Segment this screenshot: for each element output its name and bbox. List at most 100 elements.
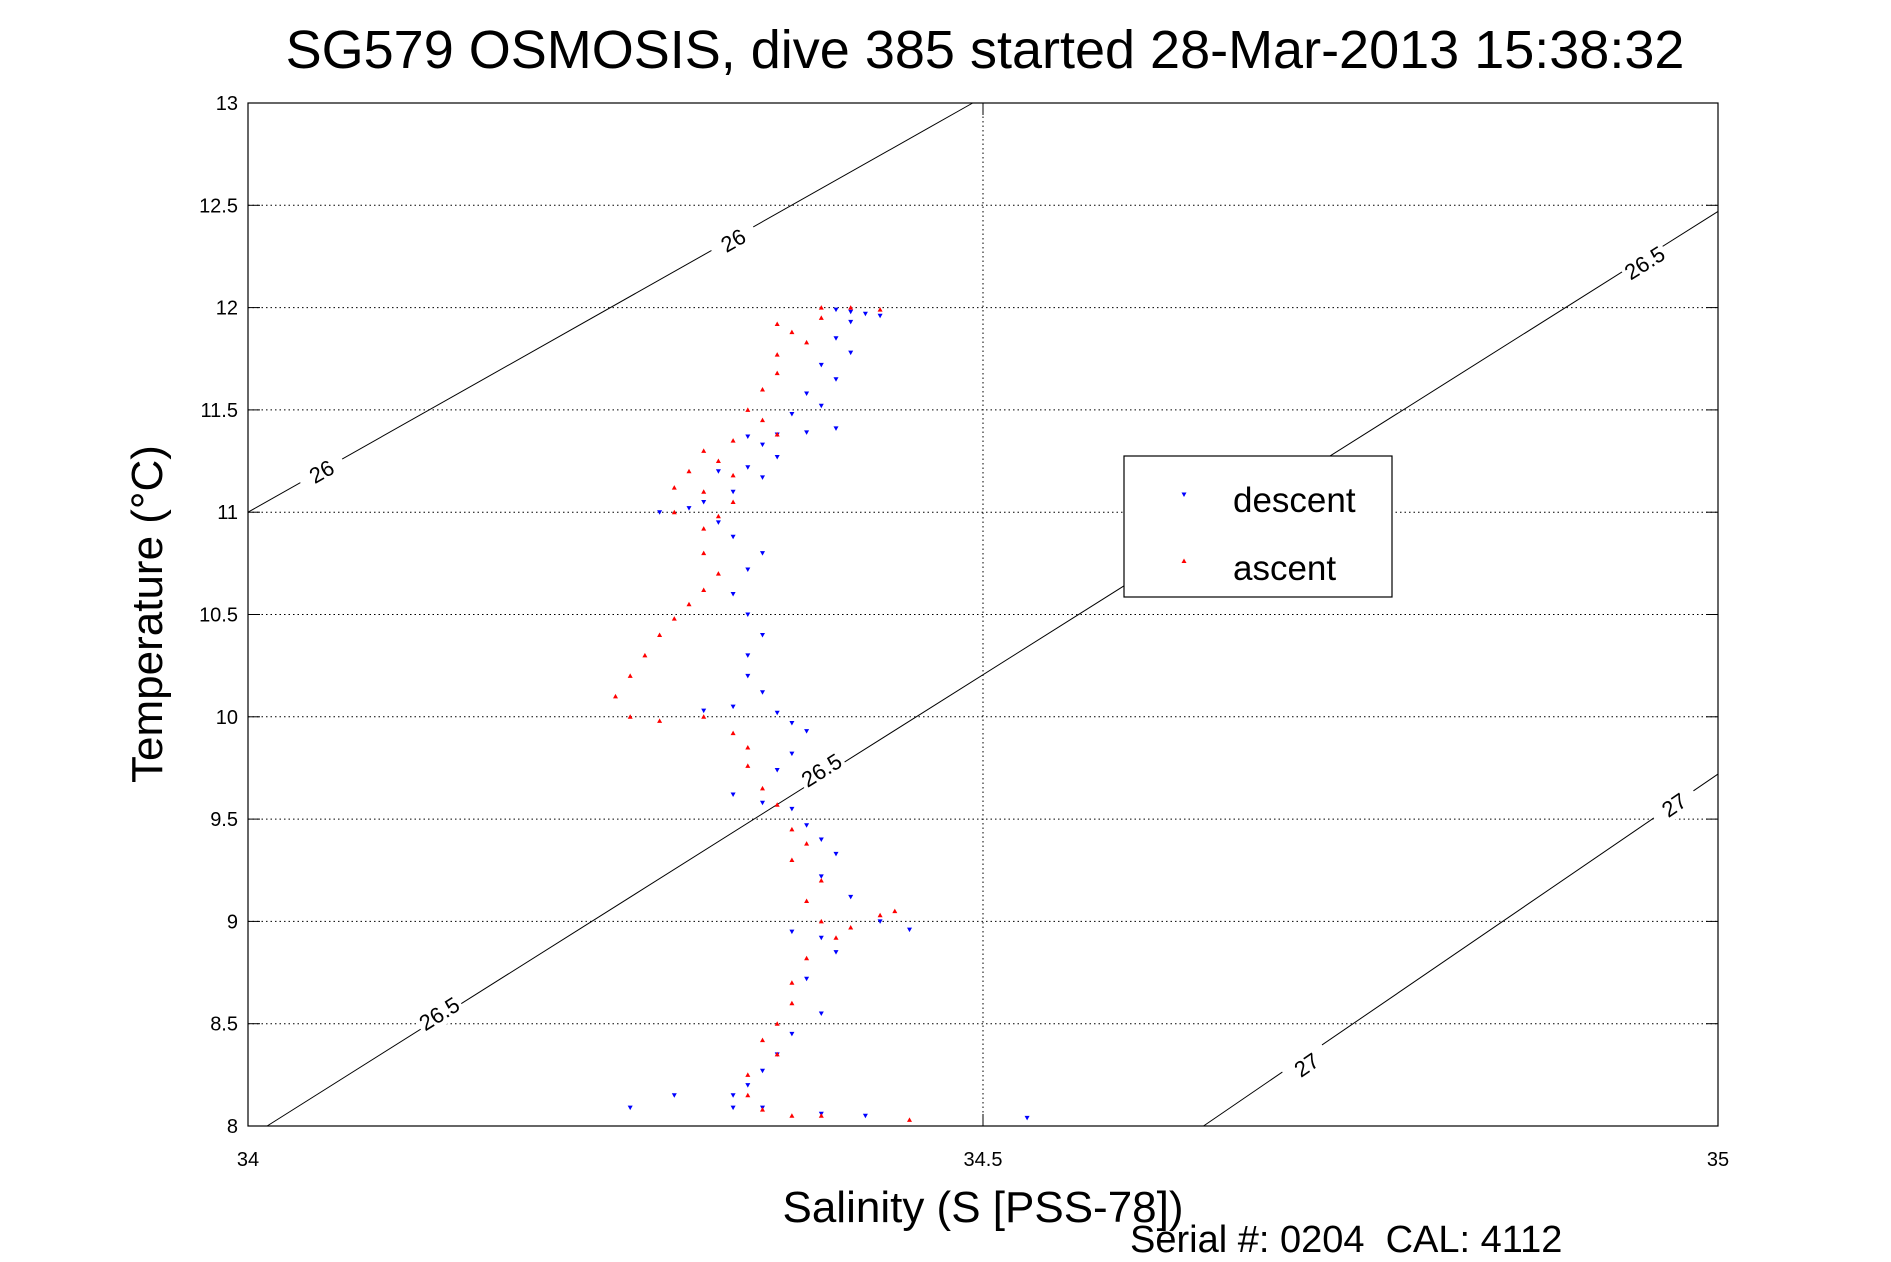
- ascent-point: [730, 730, 736, 736]
- ascent-point: [818, 918, 824, 924]
- descent-point: [848, 309, 854, 315]
- descent-point: [833, 426, 839, 431]
- ascent-point: [745, 1072, 751, 1077]
- ascent-point: [848, 305, 854, 310]
- ascent-point: [730, 472, 736, 478]
- ascent-point: [877, 307, 883, 312]
- descent-point: [745, 1083, 751, 1088]
- ascent-point: [760, 386, 765, 392]
- descent-point: [804, 976, 810, 982]
- descent-point: [745, 465, 751, 470]
- ascent-point: [701, 526, 707, 531]
- ascent-point: [804, 898, 810, 903]
- y-tick-label: 8: [227, 1116, 238, 1138]
- y-tick-label: 12.5: [199, 195, 238, 217]
- descent-point: [760, 475, 765, 480]
- descent-point: [804, 391, 810, 397]
- descent-point: [833, 851, 839, 857]
- descent-point: [789, 411, 795, 417]
- ascent-point: [774, 352, 780, 357]
- ascent-point: [745, 763, 751, 768]
- descent-point: [789, 751, 795, 757]
- legend-ascent-marker: [1181, 558, 1187, 563]
- ascent-point: [774, 1051, 780, 1057]
- descent-point: [877, 919, 883, 924]
- descent-point: [760, 1068, 765, 1074]
- ascent-point: [774, 431, 780, 437]
- legend-ascent-label: ascent: [1233, 549, 1336, 588]
- ascent-point: [774, 802, 780, 807]
- descent-point: [789, 806, 795, 812]
- axis-ticks: [247, 102, 1719, 1127]
- ascent-point: [774, 370, 780, 376]
- ascent-point: [877, 912, 883, 918]
- ascent-point: [774, 1021, 780, 1026]
- ascent-point: [627, 714, 633, 719]
- ascent-point: [804, 955, 810, 961]
- descent-point: [730, 1105, 736, 1111]
- ascent-point: [760, 1107, 765, 1112]
- descent-point: [730, 1093, 736, 1098]
- y-tick-label: 12: [216, 298, 238, 320]
- legend-descent-label: descent: [1233, 481, 1356, 520]
- descent-point: [774, 767, 780, 773]
- chart-title: SG579 OSMOSIS, dive 385 started 28-Mar-2…: [286, 20, 1685, 80]
- descent-point: [833, 377, 839, 382]
- descent-point: [818, 837, 824, 843]
- ascent-point: [789, 1000, 795, 1006]
- descent-point: [730, 592, 736, 597]
- ascent-point: [789, 980, 795, 985]
- descent-point: [745, 612, 751, 617]
- descent-point: [760, 551, 765, 556]
- data-points: [613, 305, 1030, 1122]
- density-contour-label-gap: [705, 216, 761, 264]
- y-tick-label: 13: [216, 93, 238, 115]
- ascent-point: [760, 1037, 765, 1043]
- descent-point: [818, 935, 824, 941]
- descent-point: [745, 567, 751, 572]
- ascent-point: [701, 489, 707, 494]
- descent-point: [818, 362, 824, 368]
- x-tick-label: 34: [237, 1149, 259, 1171]
- density-contour-label-gap: [1279, 1040, 1334, 1089]
- descent-point: [848, 894, 854, 900]
- ascent-point: [701, 448, 707, 453]
- descent-point: [804, 823, 810, 828]
- y-tick-label: 9.5: [210, 809, 238, 831]
- ascent-point: [715, 513, 721, 519]
- density-contour-label-gap: [794, 746, 849, 794]
- descent-point: [730, 534, 736, 540]
- y-tick-label: 10: [216, 707, 238, 729]
- ascent-point: [701, 550, 707, 556]
- descent-point: [760, 632, 765, 638]
- descent-point: [877, 313, 883, 319]
- y-tick-label: 8.5: [210, 1014, 238, 1036]
- descent-point: [862, 311, 868, 317]
- grid-lines: [248, 103, 1718, 1126]
- descent-point: [730, 489, 736, 495]
- descent-point: [818, 874, 824, 879]
- ascent-point: [642, 652, 648, 658]
- descent-point: [730, 704, 736, 710]
- ascent-point: [671, 509, 677, 515]
- ascent-point: [818, 1113, 824, 1118]
- descent-point: [907, 927, 912, 933]
- ascent-point: [657, 718, 663, 723]
- descent-point: [848, 350, 854, 356]
- ascent-point: [730, 438, 736, 443]
- ascent-point: [730, 499, 736, 504]
- descent-point: [730, 792, 736, 798]
- descent-point: [862, 1113, 868, 1119]
- descent-point: [789, 1031, 795, 1037]
- descent-point: [789, 720, 795, 726]
- descent-point: [701, 499, 707, 505]
- y-tick-labels: 8 8.5 9 9.5 10 10.5 11 11.5 12 12.5 13: [199, 93, 238, 1138]
- ascent-point: [671, 485, 677, 490]
- ascent-point: [818, 315, 824, 320]
- descent-point: [627, 1105, 633, 1111]
- descent-point: [774, 454, 780, 460]
- descent-point: [804, 729, 810, 734]
- ascent-point: [848, 925, 854, 930]
